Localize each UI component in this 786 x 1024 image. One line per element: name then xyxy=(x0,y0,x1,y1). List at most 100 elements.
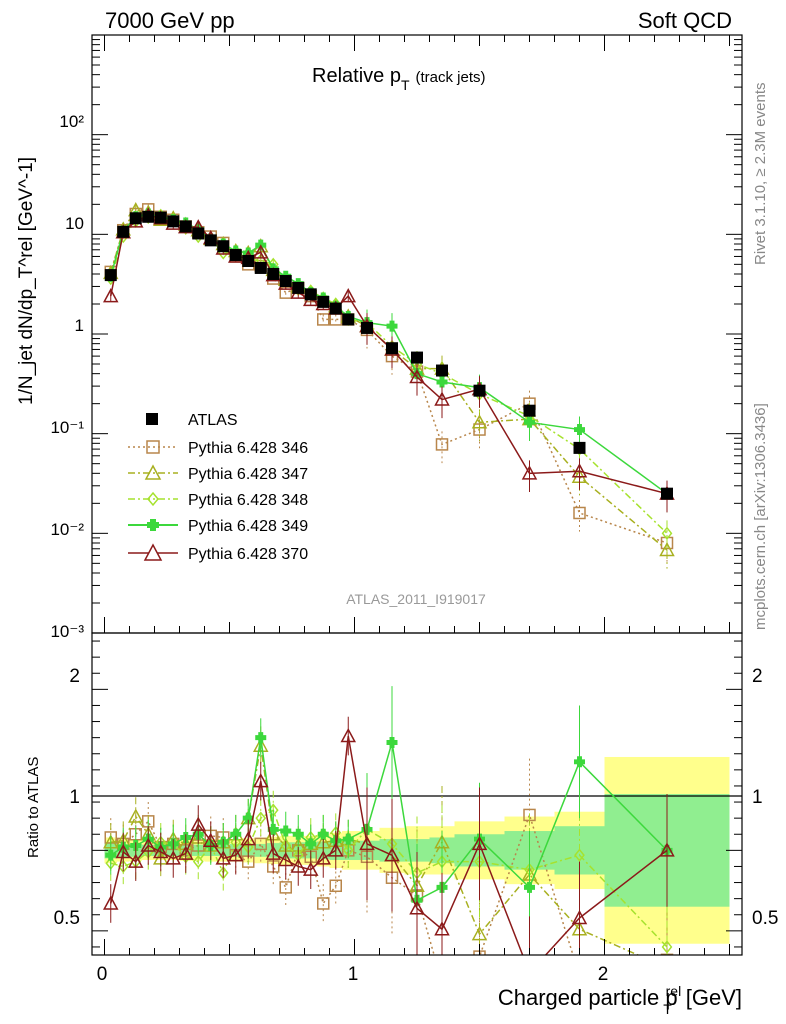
data-point xyxy=(154,211,167,224)
ratio-data-point xyxy=(152,843,169,859)
ratio-data-point xyxy=(574,848,585,862)
ratio-data-point xyxy=(524,881,536,893)
legend-marker-atlas xyxy=(146,413,158,425)
data-point xyxy=(217,240,230,253)
ratio-data-point xyxy=(315,850,332,865)
ratio-data-point xyxy=(255,811,267,825)
data-point xyxy=(329,302,342,315)
data-point xyxy=(571,463,588,478)
legend-marker-349 xyxy=(147,519,159,531)
ratio-y-tick-label-05-right: 0.5 xyxy=(752,908,778,929)
ratio-series-line xyxy=(110,812,574,955)
ratio-data-point xyxy=(280,825,292,837)
data-point xyxy=(386,320,398,332)
x-tick-label-2: 2 xyxy=(598,964,609,985)
data-point xyxy=(435,438,449,451)
ratio-data-point xyxy=(267,823,279,835)
ratio-data-point xyxy=(317,828,329,840)
ratio-data-point xyxy=(317,897,330,910)
ratio-data-point xyxy=(384,847,400,862)
data-point xyxy=(192,227,205,240)
ratio-data-point xyxy=(359,835,375,851)
ratio-data-point xyxy=(279,881,292,894)
ratio-data-point xyxy=(471,925,488,941)
ratio-series xyxy=(102,686,675,988)
ratio-data-point xyxy=(471,835,488,851)
ratio-y-tick-label-1-left: 1 xyxy=(69,787,80,808)
data-point xyxy=(304,288,317,301)
data-point xyxy=(254,261,267,274)
ratio-data-point xyxy=(105,849,117,861)
ratio-data-point xyxy=(659,842,675,857)
data-point xyxy=(573,506,586,520)
data-point xyxy=(317,313,330,326)
data-point xyxy=(242,255,255,268)
ratio-data-point xyxy=(115,843,132,859)
ratio-data-point xyxy=(217,866,229,880)
legend: ATLAS Pythia 6.428 346 Pythia 6.428 347 … xyxy=(128,412,308,563)
data-point xyxy=(661,487,673,500)
data-point xyxy=(521,465,538,480)
data-point xyxy=(167,215,180,228)
ratio-data-point xyxy=(660,953,674,955)
ratio-series-line xyxy=(110,745,640,955)
series-line xyxy=(110,214,668,534)
legend-label-370: Pythia 6.428 370 xyxy=(188,546,308,563)
main-y-tick-labels: 10⁻³ 10⁻² 10⁻¹ 1 10 10² xyxy=(50,112,84,641)
y-tick-label-100: 10² xyxy=(59,112,84,131)
data-point xyxy=(386,342,398,355)
data-point xyxy=(436,376,448,388)
data-point xyxy=(411,351,423,364)
ratio-data-point xyxy=(292,828,304,840)
mcplots-label: mcplots.cern.ch [arXiv:1306.3436] xyxy=(752,403,769,630)
ratio-data-point xyxy=(437,977,448,988)
ratio-data-point xyxy=(127,808,144,823)
ratio-data-point xyxy=(327,842,344,857)
data-point xyxy=(436,364,448,377)
legend-label-347: Pythia 6.428 347 xyxy=(188,466,308,483)
data-point xyxy=(342,313,355,326)
header-left: 7000 GeV pp xyxy=(105,8,235,33)
data-point xyxy=(361,321,373,334)
data-point xyxy=(117,225,130,238)
data-point xyxy=(574,424,586,436)
x-tick-labels: 0 1 2 xyxy=(97,964,609,985)
data-point xyxy=(659,541,675,557)
data-point xyxy=(573,441,586,454)
ratio-series-line xyxy=(110,808,668,948)
analysis-watermark: ATLAS_2011_I919017 xyxy=(346,591,486,607)
ratio-plot-frame xyxy=(91,632,743,956)
data-point xyxy=(524,416,536,428)
data-point xyxy=(471,414,488,429)
main-title: Relative pT (track jets) xyxy=(312,65,486,93)
data-point xyxy=(340,288,357,303)
legend-label-346: Pythia 6.428 346 xyxy=(188,440,308,457)
main-series xyxy=(102,202,675,569)
main-plot-frame xyxy=(91,34,743,634)
ratio-data-point xyxy=(230,828,242,840)
ratio-y-tick-label-05-left: 0.5 xyxy=(54,908,80,929)
ratio-series-line xyxy=(110,737,668,902)
ratio-data-point xyxy=(574,756,586,768)
ratio-data-point xyxy=(277,851,294,867)
data-point xyxy=(179,220,192,233)
ratio-y-tick-label-1-right: 1 xyxy=(752,787,763,808)
ratio-y-tick-labels: 2 1 0.5 2 1 0.5 xyxy=(54,666,779,929)
ratio-data-point xyxy=(265,845,282,860)
legend-marker-370 xyxy=(143,543,163,561)
ratio-data-point xyxy=(386,736,398,748)
y-tick-label-10: 10 xyxy=(65,214,84,233)
data-point xyxy=(279,275,292,288)
data-point xyxy=(473,384,486,397)
x-axis-label: Charged particle prel T [GeV] xyxy=(498,983,742,1017)
ratio-data-point xyxy=(571,909,588,925)
data-point xyxy=(104,269,117,282)
ratio-data-point xyxy=(342,833,354,845)
ratio-data-point xyxy=(242,812,254,824)
ratio-data-point xyxy=(409,900,425,915)
ratio-data-point xyxy=(102,895,119,910)
ratio-data-point xyxy=(302,861,319,876)
ratio-data-point xyxy=(574,970,585,981)
series-atlas xyxy=(104,210,673,500)
ratio-data-point xyxy=(190,816,207,831)
